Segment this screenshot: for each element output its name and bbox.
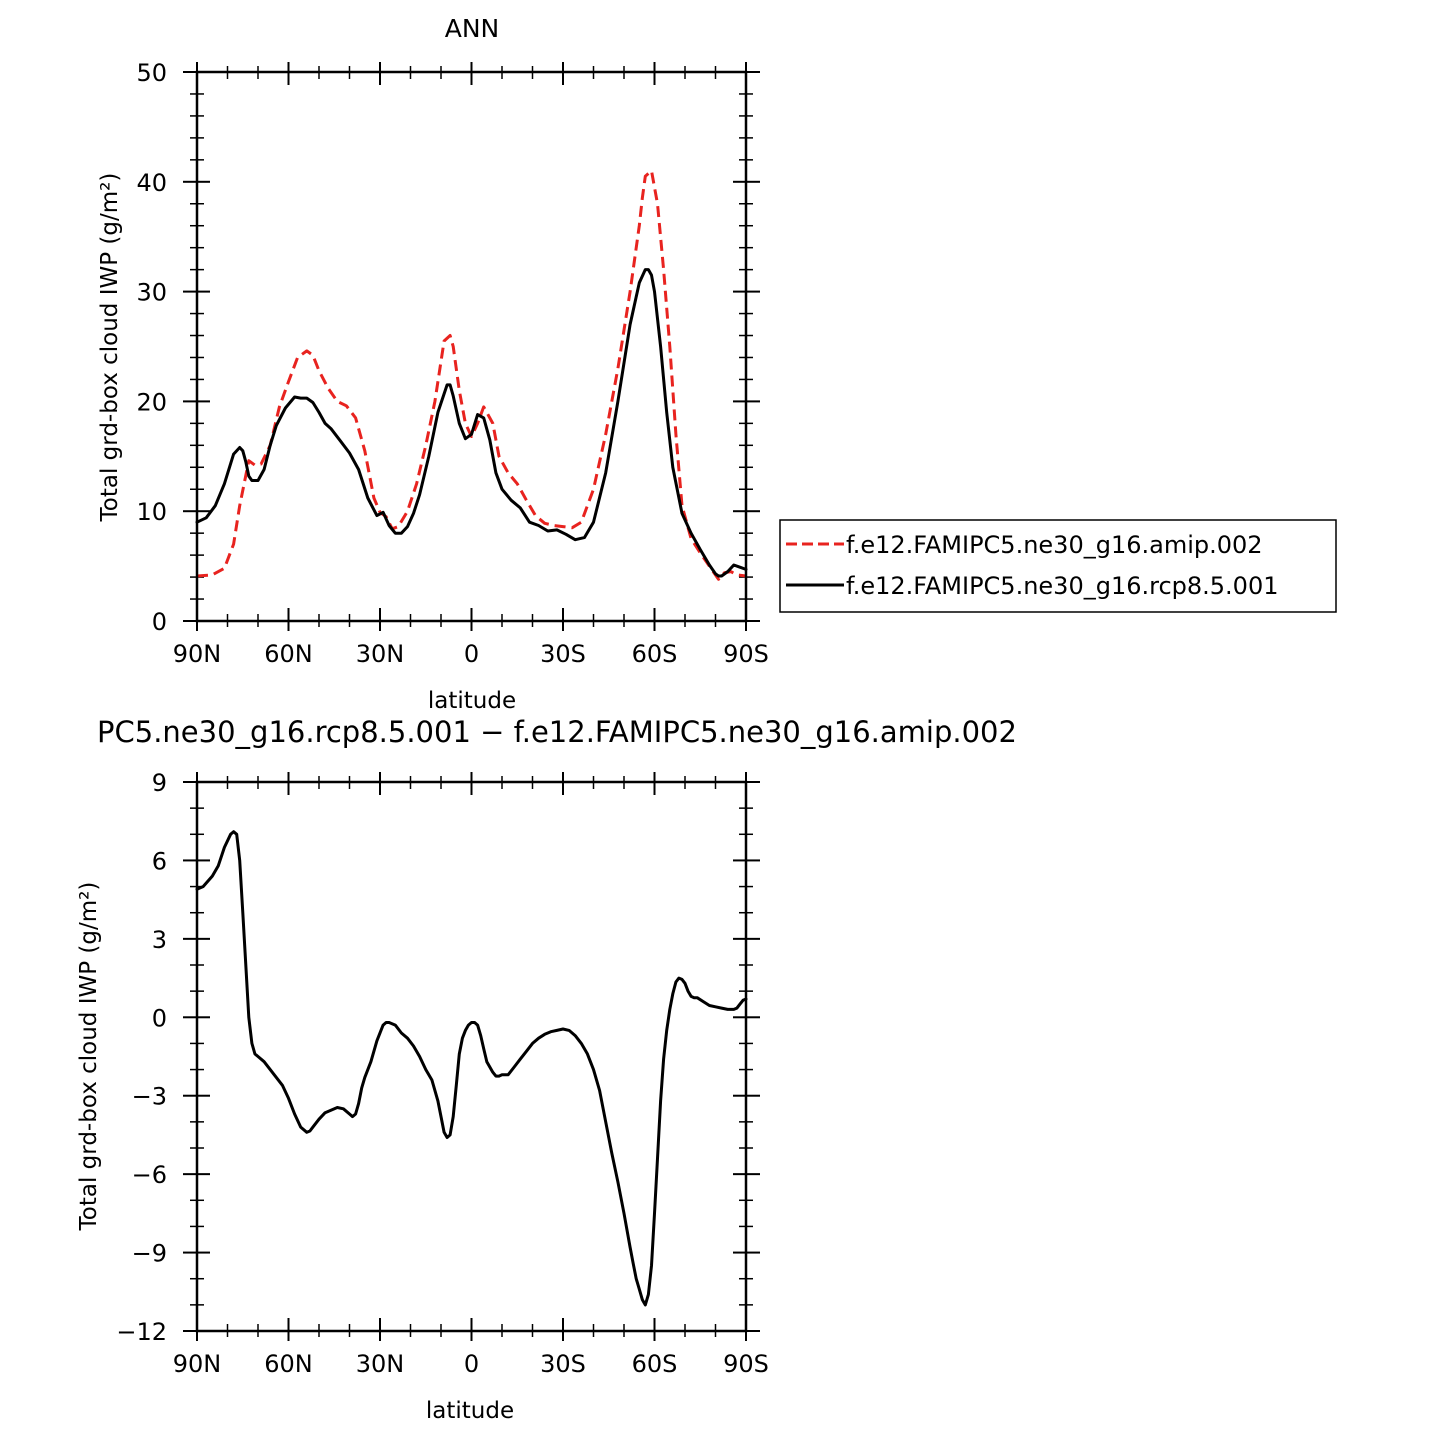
top-tick-labels: 90N 60N 30N 0 30S 60S 90S 0 10 20 30 40 50 bbox=[136, 59, 768, 668]
top-y-tick-label: 20 bbox=[136, 388, 167, 416]
top-y-tick-label: 30 bbox=[136, 279, 167, 307]
bottom-panel: PC5.ne30_g16.rcp8.5.001 − f.e12.FAMIPC5.… bbox=[76, 715, 1017, 1424]
top-plot-frame bbox=[195, 70, 748, 623]
top-x-tick-label: 90S bbox=[723, 640, 769, 668]
bottom-x-tick-label: 90N bbox=[173, 1350, 222, 1378]
bottom-y-axis-label: Total grd-box cloud IWP (g/m²) bbox=[76, 882, 102, 1232]
top-x-tick-label: 30N bbox=[356, 640, 405, 668]
bottom-y-tick-label: −9 bbox=[132, 1240, 167, 1268]
top-x-tick-label: 60S bbox=[632, 640, 678, 668]
bottom-x-axis-label: latitude bbox=[426, 1398, 514, 1424]
legend-box bbox=[779, 519, 1337, 613]
top-x-tick-label: 30S bbox=[540, 640, 586, 668]
legend: f.e12.FAMIPC5.ne30_g16.amip.002 f.e12.FA… bbox=[779, 519, 1337, 613]
legend-label-rcp: f.e12.FAMIPC5.ne30_g16.rcp8.5.001 bbox=[846, 572, 1279, 600]
top-y-axis-label: Total grd-box cloud IWP (g/m²) bbox=[97, 173, 123, 523]
top-panel: ANN latitude Total grd-box cloud IWP (g/… bbox=[97, 14, 769, 714]
legend-label-amip: f.e12.FAMIPC5.ne30_g16.amip.002 bbox=[846, 531, 1263, 559]
bottom-series-line-0 bbox=[195, 830, 748, 1307]
bottom-y-tick-label: 3 bbox=[152, 926, 167, 954]
top-series-line-1 bbox=[195, 268, 748, 578]
bottom-x-tick-label: 90S bbox=[723, 1350, 769, 1378]
top-y-tick-label: 50 bbox=[136, 59, 167, 87]
bottom-x-tick-label: 60N bbox=[264, 1350, 313, 1378]
bottom-y-tick-label: −3 bbox=[132, 1083, 167, 1111]
bottom-x-tick-label: 60S bbox=[632, 1350, 678, 1378]
top-x-tick-label: 90N bbox=[173, 640, 222, 668]
top-series-lines bbox=[195, 169, 748, 581]
top-x-axis-label: latitude bbox=[428, 688, 516, 714]
bottom-y-tick-label: 6 bbox=[152, 847, 167, 875]
top-y-tick-label: 10 bbox=[136, 498, 167, 526]
bottom-x-tick-label: 30N bbox=[356, 1350, 405, 1378]
bottom-y-tick-label: 9 bbox=[152, 769, 167, 797]
bottom-y-tick-label: 0 bbox=[152, 1004, 167, 1032]
bottom-tick-labels: 90N 60N 30N 0 30S 60S 90S −12 −9 −6 −3 0 3 6 9 bbox=[116, 769, 769, 1378]
top-y-tick-label: 0 bbox=[152, 608, 167, 636]
top-x-tick-label: 0 bbox=[464, 640, 479, 668]
bottom-y-tick-label: −12 bbox=[116, 1318, 167, 1346]
bottom-series-lines bbox=[195, 830, 748, 1307]
top-x-tick-label: 60N bbox=[264, 640, 313, 668]
top-axis-ticks bbox=[183, 62, 760, 631]
bottom-x-tick-label: 30S bbox=[540, 1350, 586, 1378]
bottom-chart-title: PC5.ne30_g16.rcp8.5.001 − f.e12.FAMIPC5.… bbox=[97, 715, 1017, 749]
bottom-y-tick-label: −6 bbox=[132, 1161, 167, 1189]
top-y-tick-label: 40 bbox=[136, 169, 167, 197]
bottom-axis-ticks bbox=[183, 772, 760, 1341]
top-chart-title: ANN bbox=[445, 14, 500, 43]
top-series-line-0 bbox=[196, 169, 747, 581]
bottom-x-tick-label: 0 bbox=[464, 1350, 479, 1378]
bottom-plot-frame bbox=[195, 780, 748, 1333]
